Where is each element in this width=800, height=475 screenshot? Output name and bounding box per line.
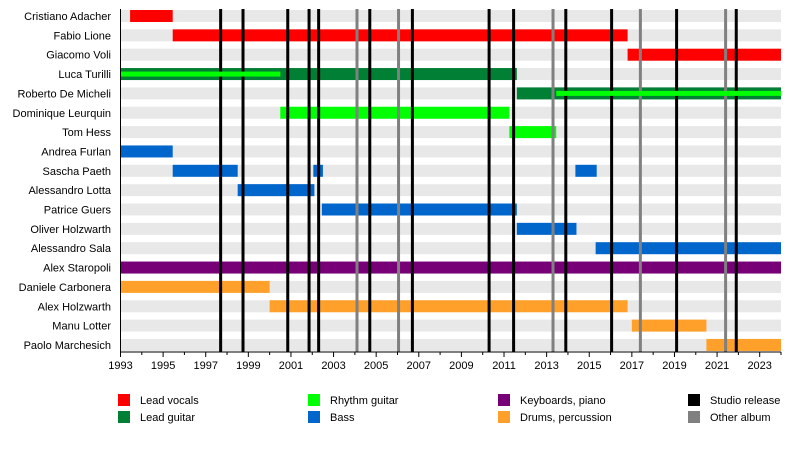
x-tick-label: 1999 [236,360,260,372]
member-name: Oliver Holzwarth [30,224,111,236]
bar-bass [237,184,315,197]
bar-drums [120,280,270,293]
secondary-bar-rhythm-guitar [556,90,781,96]
row-stripe [120,10,781,22]
x-tick-label: 2023 [747,360,771,372]
legend-swatch [688,411,700,423]
x-tick-label: 2015 [577,360,601,372]
legend-label: Lead vocals [140,395,199,407]
legend-item-rhythm-guitar: Rhythm guitar [308,394,399,407]
legend-label: Rhythm guitar [330,395,399,407]
row-stripe [120,338,781,351]
member-name: Paolo Marchesich [24,340,111,352]
x-tick-label: 2003 [321,360,345,372]
row-stripe [120,164,781,177]
legend-item-studio: Studio release [688,394,780,407]
member-name: Tom Hess [62,127,111,139]
legend-item-keyboards: Keyboards, piano [498,394,606,407]
bar-rhythm-guitar [509,126,557,139]
bar-bass [321,203,517,216]
bar-lead-vocals [627,48,781,61]
member-name: Manu Lotter [52,321,111,333]
legend-swatch [118,411,130,423]
bar-drums [631,319,707,332]
bar-lead-vocals [172,29,628,42]
x-tick-label: 1997 [193,360,217,372]
legend-item-bass: Bass [308,411,355,424]
member-name: Alex Holzwarth [38,301,111,313]
legend-label: Keyboards, piano [520,395,606,407]
legend-item-drums: Drums, percussion [498,411,612,424]
x-tick-label: 2013 [534,360,558,372]
legend-item-lead-guitar: Lead guitar [118,411,195,424]
row-stripe [120,319,781,332]
bar-bass [595,242,781,255]
legend-label: Lead guitar [140,412,195,424]
x-tick-label: 2007 [407,360,431,372]
legend-item-lead-vocals: Lead vocals [118,394,199,407]
x-tick-label: 2011 [492,360,516,372]
member-name: Alessandro Lotta [28,185,111,197]
x-tick-label: 2019 [662,360,686,372]
bar-bass [120,145,173,158]
legend-label: Bass [330,412,355,424]
row-stripe [120,222,781,235]
x-tick-label: 2001 [279,360,303,372]
legend-swatch [498,394,510,406]
bar-rhythm-guitar [280,106,510,119]
member-name: Alessandro Sala [31,243,112,255]
member-name: Cristiano Adacher [24,11,111,23]
bar-lead-vocals [130,10,173,22]
legend-label: Studio release [710,395,780,407]
legend-swatch [498,411,510,423]
member-name: Dominique Leurquin [13,108,111,120]
row-stripe [120,145,781,158]
x-tick-label: 2009 [449,360,473,372]
member-name: Giacomo Voli [46,50,111,62]
bar-keyboards [120,261,781,274]
legend-swatch [118,394,130,406]
x-tick-label: 2021 [705,360,729,372]
bar-drums [269,300,628,313]
bar-bass [575,164,597,177]
row-stripe [120,126,781,139]
x-tick-label: 2005 [364,360,388,372]
bar-drums [706,338,781,351]
row-stripe [120,48,781,61]
legend-item-other: Other album [688,411,771,424]
secondary-bar-rhythm-guitar [120,71,281,77]
member-name: Sascha Paeth [43,166,112,178]
bar-bass [172,164,238,177]
row-stripe [120,280,781,293]
legend-swatch [688,394,700,406]
member-name: Luca Turilli [58,69,111,81]
member-name: Andrea Furlan [41,146,111,158]
legend-label: Drums, percussion [520,412,612,424]
legend-label: Other album [710,412,771,424]
x-tick-label: 2017 [620,360,644,372]
legend-swatch [308,394,320,406]
member-name: Daniele Carbonera [19,282,112,294]
x-tick-label: 1993 [108,360,132,372]
member-name: Roberto De Micheli [17,88,111,100]
legend-swatch [308,411,320,423]
bar-bass [516,222,577,235]
member-name: Patrice Guers [44,205,112,217]
member-name: Alex Staropoli [43,263,111,275]
x-tick-label: 1995 [151,360,175,372]
member-name: Fabio Lione [54,30,112,42]
